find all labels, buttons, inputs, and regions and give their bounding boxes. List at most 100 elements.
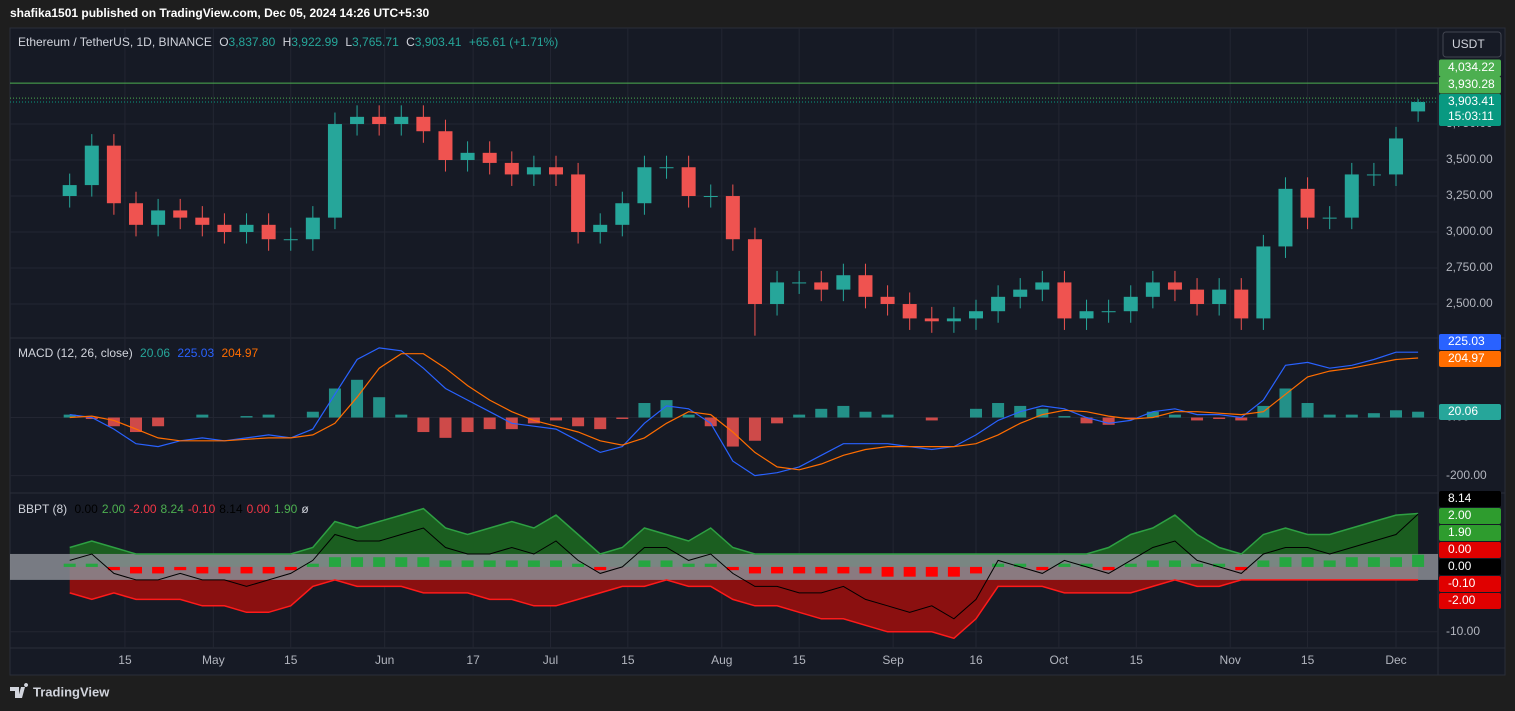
macd-line <box>69 353 1419 471</box>
candle-body <box>770 282 785 305</box>
x-tick-label: Aug <box>711 653 732 667</box>
x-tick-label: Oct <box>1050 653 1069 667</box>
bbpt-hist-bar <box>1036 566 1049 571</box>
macd-hist-bar <box>1213 417 1226 419</box>
x-tick-label: May <box>202 653 225 667</box>
bbpt-hist-bar <box>373 557 386 567</box>
macd-hist-bar <box>240 416 253 418</box>
bbpt-hist-bar <box>815 566 828 574</box>
candle-body <box>637 167 652 204</box>
x-tick-label: Dec <box>1385 653 1406 667</box>
candle-body <box>372 116 387 125</box>
bbpt-hist-bar <box>903 566 916 577</box>
macd-hist-bar <box>1080 417 1093 424</box>
candle-body <box>1145 282 1160 297</box>
y-tick-label: -200.00 <box>1446 468 1487 482</box>
candle-body <box>416 116 431 132</box>
bbpt-tag: 1.90 <box>1448 525 1472 539</box>
bbpt-hist-bar <box>881 566 894 577</box>
candle-body <box>460 152 475 161</box>
bbpt-tag: -0.10 <box>1448 576 1476 590</box>
macd-hist-bar <box>771 417 784 424</box>
macd-hist-bar <box>1323 414 1336 418</box>
x-tick-label: 15 <box>284 653 298 667</box>
publish-note: shafika1501 published on TradingView.com… <box>10 6 430 20</box>
x-tick-label: 15 <box>118 653 132 667</box>
macd-hist-bar <box>395 414 408 418</box>
symbol-title: Ethereum / TetherUS, 1D, BINANCE <box>18 35 212 49</box>
countdown: 15:03:11 <box>1448 109 1494 123</box>
macd-hist-bar <box>550 417 562 421</box>
macd-hist-bar <box>594 417 607 430</box>
bbpt-hist-bar <box>417 557 430 567</box>
candle-body <box>350 116 365 125</box>
candle-body <box>792 282 807 284</box>
bbpt-legend: BBPT (8) 0.00 2.00 -2.00 8.24 -0.10 8.14 0.00 1… <box>18 502 313 516</box>
bbpt-legend-value: 8.24 <box>160 502 184 516</box>
candle-body <box>902 304 917 319</box>
bbpt-tag: 0.00 <box>1448 542 1472 556</box>
bbpt-hist-bar <box>572 563 585 567</box>
macd-hist-bar <box>1036 408 1049 418</box>
macd-hist-bar <box>881 414 894 418</box>
candle-body <box>1057 282 1072 319</box>
bbpt-hist-bar <box>107 566 120 571</box>
candle-body <box>1035 282 1050 290</box>
candle-body <box>129 203 143 225</box>
macd-hist-bar <box>1412 411 1425 418</box>
candle-body <box>1013 289 1028 297</box>
logo-mark <box>10 683 29 698</box>
price-line-tag: 4,034.22 <box>1448 60 1495 74</box>
macd-tag: 225.03 <box>1448 334 1485 348</box>
bbpt-hist-bar <box>1301 557 1314 567</box>
signal-tag: 204.97 <box>1448 351 1485 365</box>
candle-body <box>1079 311 1094 319</box>
macd-hist-bar <box>660 400 673 418</box>
candle-body <box>1123 296 1138 312</box>
bbpt-legend-value: 1.90 <box>273 502 298 516</box>
x-tick-label: Jul <box>543 653 558 667</box>
candle-body <box>283 239 298 241</box>
macd-line-value: 225.03 <box>177 346 215 360</box>
bbpt-hist-bar <box>925 566 938 577</box>
bbpt-hist-bar <box>461 560 474 567</box>
legend-key: C <box>406 35 415 49</box>
x-tick-label: Nov <box>1220 653 1241 667</box>
macd-hist-bar <box>572 417 585 427</box>
macd-title: MACD (12, 26, close) <box>18 346 133 360</box>
legend-key: O <box>219 35 229 49</box>
x-tick-label: 15 <box>792 653 806 667</box>
candle-body <box>549 167 563 175</box>
bbpt-hist-bar <box>483 560 496 567</box>
bbpt-hist-bar <box>1279 557 1292 567</box>
macd-hist-bar <box>417 417 430 433</box>
candle-body <box>151 210 166 225</box>
x-tick-label: 15 <box>621 653 635 667</box>
x-tick-label: 17 <box>466 653 480 667</box>
bbpt-tag-bg <box>1439 491 1501 507</box>
bbpt-hist-bar <box>638 560 651 567</box>
bbpt-hist-bar <box>550 560 562 567</box>
bbpt-hist-bar <box>439 560 452 567</box>
bbpt-hist-bar <box>505 560 518 567</box>
bbpt-hist-bar <box>328 557 341 567</box>
candle-body <box>858 275 873 297</box>
macd-hist-bar <box>1124 417 1137 419</box>
bbpt-hist-bar <box>1191 563 1204 567</box>
macd-hist-bar <box>351 379 364 418</box>
footer-brand: TradingView <box>33 684 110 699</box>
macd-hist-value: 20.06 <box>140 346 171 360</box>
macd-hist-bar <box>1345 414 1358 418</box>
candle-body <box>62 185 77 197</box>
candle-body <box>217 224 232 233</box>
macd-hist-bar <box>1390 410 1402 418</box>
bbpt-line <box>69 513 1419 620</box>
candle-body <box>84 145 99 186</box>
candle-body <box>239 224 254 233</box>
macd-hist-bar <box>1168 414 1181 418</box>
bull-line <box>69 507 1419 555</box>
macd-hist-bar <box>1301 403 1314 418</box>
bbpt-hist-bar <box>771 566 784 574</box>
bbpt-hist-bar <box>682 563 695 567</box>
